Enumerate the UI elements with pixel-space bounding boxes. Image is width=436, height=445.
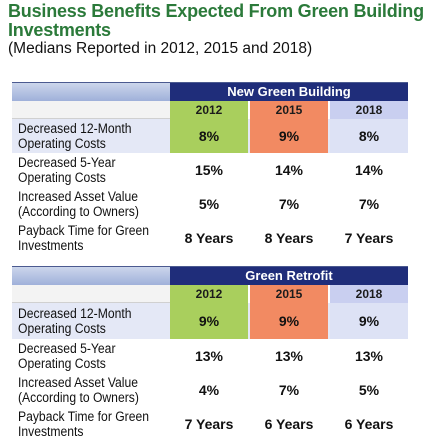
data-cell: 13% — [194, 348, 224, 364]
row-label: Increased Asset Value (According to Owne… — [18, 189, 139, 219]
data-cell: 14% — [274, 162, 304, 178]
year-2015-header: 2015 — [250, 101, 328, 119]
table-new-green-building: New Green Building 2012 2015 2018 Decrea… — [12, 82, 408, 255]
table-title: Green Retrofit — [170, 267, 408, 285]
row-label: Increased Asset Value (According to Owne… — [18, 375, 139, 405]
chart-subtitle: (Medians Reported in 2012, 2015 and 2018… — [8, 40, 313, 57]
data-cell: 9% — [250, 303, 328, 339]
year-2018-header: 2018 — [330, 285, 408, 303]
year-2015-header: 2015 — [250, 285, 328, 303]
data-cell: 5% — [358, 382, 380, 398]
chart-title: Business Benefits Expected From Green Bu… — [8, 1, 424, 40]
row-label: Decreased 12-Month Operating Costs — [18, 121, 132, 151]
table-row: Decreased 5-Year Operating Costs 15% 14%… — [12, 153, 408, 187]
table-row: Payback Time for Green Investments 7 Yea… — [12, 407, 408, 441]
table-green-retrofit: Green Retrofit 2012 2015 2018 Decreased … — [12, 266, 408, 443]
data-cell: 8% — [330, 119, 408, 153]
year-header-row: 2012 2015 2018 — [12, 285, 408, 303]
table-header-bar: New Green Building — [12, 82, 408, 101]
row-label: Decreased 5-Year Operating Costs — [18, 155, 116, 185]
year-2012-header: 2012 — [170, 285, 248, 303]
table-row: Decreased 12-Month Operating Costs 9% 9%… — [12, 303, 408, 339]
data-cell: 9% — [170, 303, 248, 339]
data-cell: 6 Years — [344, 416, 394, 432]
data-cell: 7 Years — [184, 416, 234, 432]
year-header-row: 2012 2015 2018 — [12, 101, 408, 119]
data-cell: 4% — [198, 382, 220, 398]
table-header-bar: Green Retrofit — [12, 266, 408, 285]
table-title: New Green Building — [170, 83, 408, 101]
data-cell: 9% — [330, 303, 408, 339]
data-cell: 6 Years — [264, 416, 314, 432]
data-cell: 13% — [274, 348, 304, 364]
data-cell: 7 Years — [344, 230, 394, 246]
row-label: Payback Time for Green Investments — [18, 409, 150, 439]
table-row: Increased Asset Value (According to Owne… — [12, 187, 408, 221]
year-header-lead — [12, 285, 170, 303]
row-label: Decreased 12-Month Operating Costs — [18, 306, 132, 336]
year-header-lead — [12, 101, 170, 119]
data-cell: 14% — [354, 162, 384, 178]
data-cell: 15% — [194, 162, 224, 178]
data-cell: 13% — [354, 348, 384, 364]
table-row: Payback Time for Green Investments 8 Yea… — [12, 221, 408, 255]
data-cell: 7% — [358, 196, 380, 212]
data-cell: 8 Years — [184, 230, 234, 246]
data-cell: 9% — [250, 119, 328, 153]
data-cell: 8% — [170, 119, 248, 153]
row-label: Payback Time for Green Investments — [18, 223, 150, 253]
table-row: Decreased 5-Year Operating Costs 13% 13%… — [12, 339, 408, 373]
year-2012-header: 2012 — [170, 101, 248, 119]
table-row: Increased Asset Value (According to Owne… — [12, 373, 408, 407]
data-cell: 5% — [198, 196, 220, 212]
table-row: Decreased 12-Month Operating Costs 8% 9%… — [12, 119, 408, 153]
data-cell: 7% — [278, 196, 300, 212]
data-cell: 8 Years — [264, 230, 314, 246]
year-2018-header: 2018 — [330, 101, 408, 119]
row-label: Decreased 5-Year Operating Costs — [18, 341, 116, 371]
data-cell: 7% — [278, 382, 300, 398]
